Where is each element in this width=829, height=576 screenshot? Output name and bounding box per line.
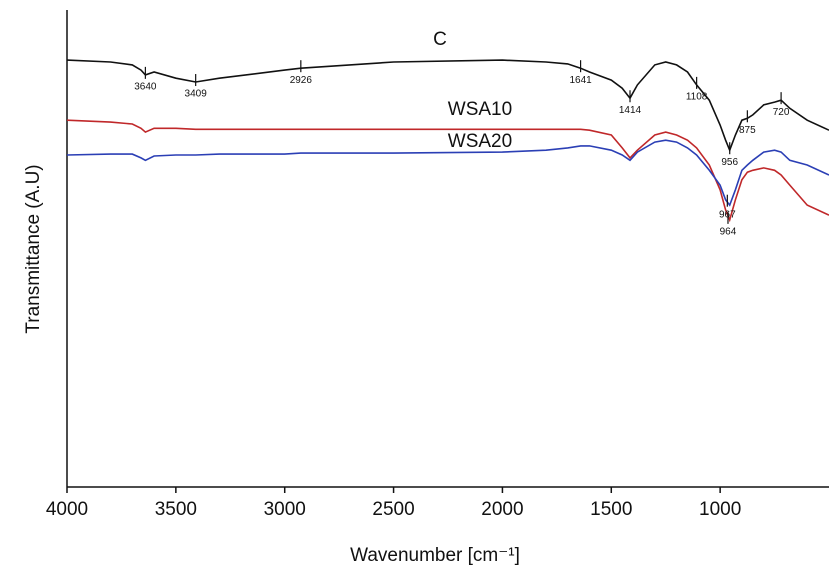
x-tick-label: 2500 xyxy=(372,499,414,520)
series-label: WSA20 xyxy=(448,131,512,152)
annotation-label: 720 xyxy=(773,107,790,118)
series-line xyxy=(66,119,829,223)
series-label: C xyxy=(433,29,447,50)
x-tick-label: 3500 xyxy=(155,499,197,520)
x-tick-label: 2000 xyxy=(481,499,523,520)
x-tick-label: 3000 xyxy=(264,499,306,520)
annotation-label: 2926 xyxy=(290,75,313,86)
annotation-label: 956 xyxy=(721,157,738,168)
series-line xyxy=(66,139,829,207)
x-tick-label: 1500 xyxy=(590,499,632,520)
series-line xyxy=(66,59,829,153)
annotation-label: 3409 xyxy=(185,89,208,100)
x-axis-label: Wavenumber [cm⁻¹] xyxy=(350,545,520,566)
annotation-label: 1108 xyxy=(686,92,708,103)
x-tick-label: 1000 xyxy=(699,499,741,520)
annotation-label: 964 xyxy=(720,227,737,238)
annotation-label: 875 xyxy=(739,125,756,136)
annotation-label: 1414 xyxy=(619,105,642,116)
series-label: WSA10 xyxy=(448,99,512,120)
annotation-label: 3640 xyxy=(134,82,157,93)
y-axis-label: Transmittance (A.U) xyxy=(23,164,44,333)
annotation-label: 1641 xyxy=(569,75,592,86)
x-tick-label: 4000 xyxy=(46,499,88,520)
